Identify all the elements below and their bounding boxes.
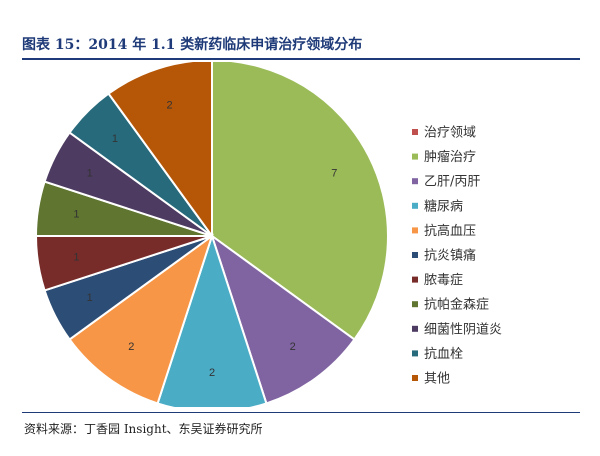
- legend-swatch: [412, 252, 418, 258]
- legend-label: 脓毒症: [424, 272, 463, 288]
- slice-data-label: 1: [73, 251, 79, 263]
- title-rule: [22, 58, 580, 60]
- pie-slice: [210, 233, 356, 405]
- legend-label: 乙肝/丙肝: [424, 175, 480, 190]
- pie-slice: [156, 232, 268, 407]
- legend-label: 抗炎镇痛: [424, 248, 476, 264]
- legend-label: 抗血栓: [424, 347, 463, 362]
- slice-data-label: 2: [128, 341, 134, 353]
- legend-label: 肿瘤治疗: [424, 149, 476, 165]
- legend-label: 抗帕金森症: [424, 297, 489, 313]
- chart-title: 图表 15：2014 年 1.1 类新药临床申请治疗领域分布: [22, 37, 363, 53]
- slice-data-label: 2: [209, 367, 215, 379]
- slice-data-label: 1: [112, 133, 118, 145]
- legend-swatch: [412, 178, 418, 185]
- pie-chart: 7 2 2 2 1 1 1 1 1 2 治疗领域肿瘤治疗乙肝/丙肝糖尿病抗高血压抗炎镇痛脓毒症抗帕…: [34, 62, 502, 407]
- pie-data-labels: 7 2 2 2 1 1 1 1 1 2: [73, 99, 337, 379]
- slice-data-label: 1: [87, 168, 93, 180]
- legend-label: 细菌性阴道炎: [424, 322, 502, 337]
- legend-swatch: [412, 375, 418, 381]
- source-rule: [22, 412, 580, 413]
- slice-data-label: 1: [73, 208, 79, 220]
- pie-slice: [107, 62, 213, 240]
- slice-data-label: 7: [331, 168, 337, 180]
- legend-label: 治疗领域: [424, 126, 476, 141]
- legend-swatch: [412, 276, 418, 283]
- legend-swatch: [412, 129, 418, 135]
- pie-slice: [211, 62, 389, 341]
- slice-data-label: 2: [290, 341, 296, 353]
- legend-label: 糖尿病: [424, 198, 463, 214]
- slice-data-label: 2: [167, 99, 173, 111]
- slice-data-label: 1: [87, 292, 93, 304]
- source-note: 资料来源：丁香园 Insight、东吴证券研究所: [24, 422, 263, 436]
- legend: 治疗领域肿瘤治疗乙肝/丙肝糖尿病抗高血压抗炎镇痛脓毒症抗帕金森症细菌性阴道炎抗血…: [412, 126, 502, 387]
- legend-swatch: [412, 227, 418, 234]
- legend-swatch: [412, 301, 418, 308]
- pie-slice: [68, 233, 214, 405]
- pie-slices: [34, 62, 389, 407]
- legend-label: 其他: [424, 372, 450, 387]
- legend-swatch: [412, 153, 418, 160]
- legend-swatch: [412, 350, 418, 357]
- legend-swatch: [412, 202, 418, 209]
- legend-swatch: [412, 325, 418, 332]
- legend-label: 抗高血压: [424, 223, 476, 239]
